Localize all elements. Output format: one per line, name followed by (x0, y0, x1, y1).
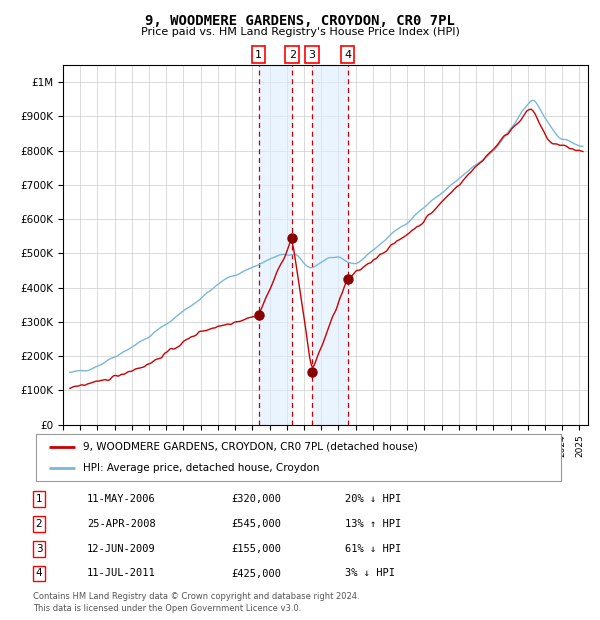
Bar (259, 65, 292, 425)
Text: 3: 3 (35, 544, 43, 554)
Text: 4: 4 (35, 569, 43, 578)
Text: 61% ↓ HPI: 61% ↓ HPI (345, 544, 401, 554)
Text: 3% ↓ HPI: 3% ↓ HPI (345, 569, 395, 578)
Text: 2: 2 (35, 519, 43, 529)
Text: 11-MAY-2006: 11-MAY-2006 (87, 494, 156, 504)
Text: 11-JUL-2011: 11-JUL-2011 (87, 569, 156, 578)
Text: 9, WOODMERE GARDENS, CROYDON, CR0 7PL (detached house): 9, WOODMERE GARDENS, CROYDON, CR0 7PL (d… (83, 441, 418, 451)
Text: 9, WOODMERE GARDENS, CROYDON, CR0 7PL: 9, WOODMERE GARDENS, CROYDON, CR0 7PL (145, 14, 455, 28)
Text: Contains HM Land Registry data © Crown copyright and database right 2024.: Contains HM Land Registry data © Crown c… (33, 592, 359, 601)
Text: HPI: Average price, detached house, Croydon: HPI: Average price, detached house, Croy… (83, 463, 320, 473)
Text: 2: 2 (289, 50, 296, 60)
Text: 13% ↑ HPI: 13% ↑ HPI (345, 519, 401, 529)
Text: 20% ↓ HPI: 20% ↓ HPI (345, 494, 401, 504)
Text: 3: 3 (308, 50, 315, 60)
Text: £320,000: £320,000 (231, 494, 281, 504)
Text: 25-APR-2008: 25-APR-2008 (87, 519, 156, 529)
Text: This data is licensed under the Open Government Licence v3.0.: This data is licensed under the Open Gov… (33, 603, 301, 613)
Text: 1: 1 (255, 50, 262, 60)
Text: £155,000: £155,000 (231, 544, 281, 554)
Text: Price paid vs. HM Land Registry's House Price Index (HPI): Price paid vs. HM Land Registry's House … (140, 27, 460, 37)
Text: £545,000: £545,000 (231, 519, 281, 529)
Text: £425,000: £425,000 (231, 569, 281, 578)
Text: 1: 1 (35, 494, 43, 504)
Text: 4: 4 (344, 50, 351, 60)
Bar (312, 65, 347, 425)
Text: 12-JUN-2009: 12-JUN-2009 (87, 544, 156, 554)
